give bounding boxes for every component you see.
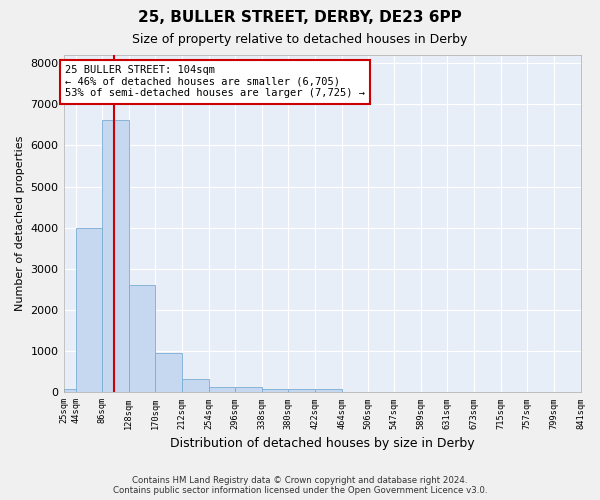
Bar xyxy=(155,353,182,393)
Bar xyxy=(102,120,129,392)
Bar xyxy=(262,390,289,392)
Text: 25 BULLER STREET: 104sqm
← 46% of detached houses are smaller (6,705)
53% of sem: 25 BULLER STREET: 104sqm ← 46% of detach… xyxy=(65,66,365,98)
Bar xyxy=(76,228,102,392)
Bar xyxy=(209,387,235,392)
Bar xyxy=(315,390,341,392)
Bar xyxy=(289,390,315,392)
Text: Contains HM Land Registry data © Crown copyright and database right 2024.
Contai: Contains HM Land Registry data © Crown c… xyxy=(113,476,487,495)
Y-axis label: Number of detached properties: Number of detached properties xyxy=(15,136,25,312)
Bar xyxy=(235,387,262,392)
X-axis label: Distribution of detached houses by size in Derby: Distribution of detached houses by size … xyxy=(170,437,475,450)
Bar xyxy=(182,379,209,392)
Bar xyxy=(129,284,155,393)
Bar xyxy=(64,389,76,392)
Text: 25, BULLER STREET, DERBY, DE23 6PP: 25, BULLER STREET, DERBY, DE23 6PP xyxy=(138,10,462,25)
Text: Size of property relative to detached houses in Derby: Size of property relative to detached ho… xyxy=(133,32,467,46)
